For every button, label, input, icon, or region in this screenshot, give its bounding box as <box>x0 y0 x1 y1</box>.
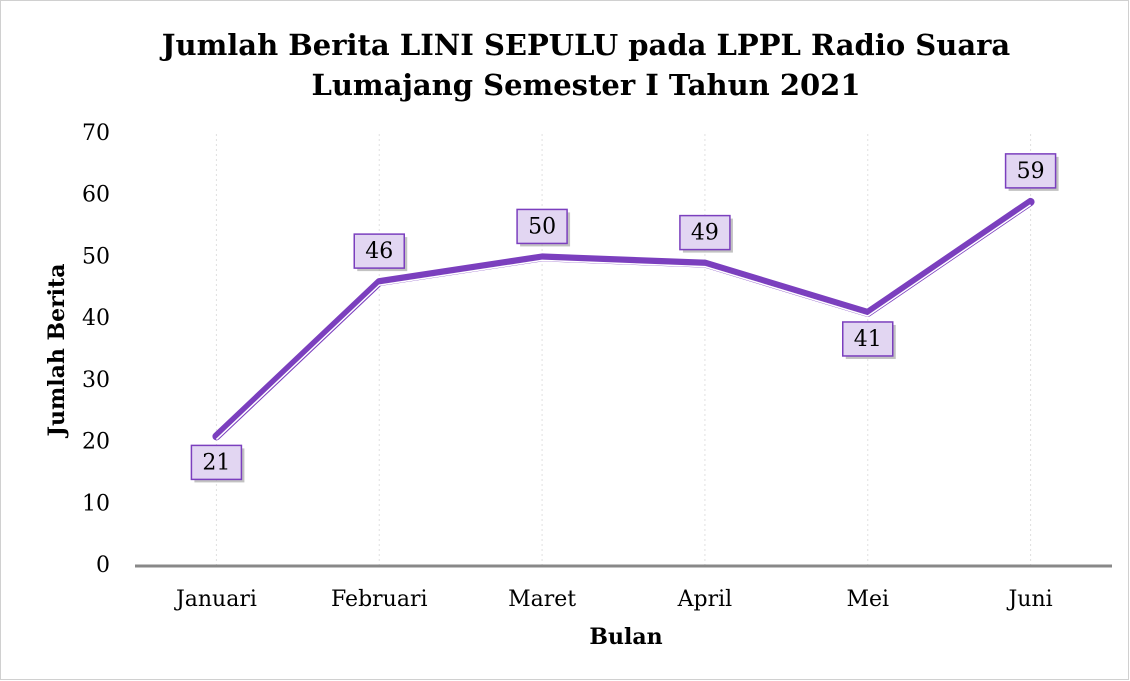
x-tick-label: April <box>677 587 733 612</box>
y-tick-label: 40 <box>82 306 110 331</box>
x-tick-label: Mei <box>846 587 889 612</box>
chart-title: Lumajang Semester I Tahun 2021 <box>311 68 860 102</box>
y-tick-label: 30 <box>82 368 110 393</box>
x-tick-label: Juni <box>1006 587 1052 612</box>
label-box <box>1004 153 1057 189</box>
data-label: 46 <box>365 239 393 264</box>
chart-title: Jumlah Berita LINI SEPULU pada LPPL Radi… <box>159 28 1011 62</box>
label-box <box>353 233 405 269</box>
data-label: 50 <box>528 214 556 239</box>
x-tick-label: Januari <box>174 587 257 612</box>
line <box>212 197 1035 441</box>
label-box <box>842 321 894 357</box>
y-tick-label: 60 <box>82 183 110 208</box>
data-label: 49 <box>691 221 719 246</box>
y-tick-label: 0 <box>96 553 110 578</box>
y-tick-label: 20 <box>82 430 110 455</box>
x-tick-label: Maret <box>508 587 576 612</box>
data-label: 21 <box>202 450 230 475</box>
data-label: 59 <box>1017 159 1045 184</box>
line-highlight <box>215 204 1032 440</box>
label-box <box>679 214 731 251</box>
x-tick-label: Februari <box>331 587 428 612</box>
y-tick-label: 10 <box>82 491 110 516</box>
y-tick-label: 70 <box>82 121 110 146</box>
label-box <box>516 208 568 245</box>
y-tick-label: 50 <box>82 244 110 269</box>
y-axis-label: Jumlah Berita <box>44 264 70 439</box>
x-axis-label: Bulan <box>589 624 662 650</box>
label-box <box>190 444 243 481</box>
data-label: 41 <box>854 327 882 352</box>
